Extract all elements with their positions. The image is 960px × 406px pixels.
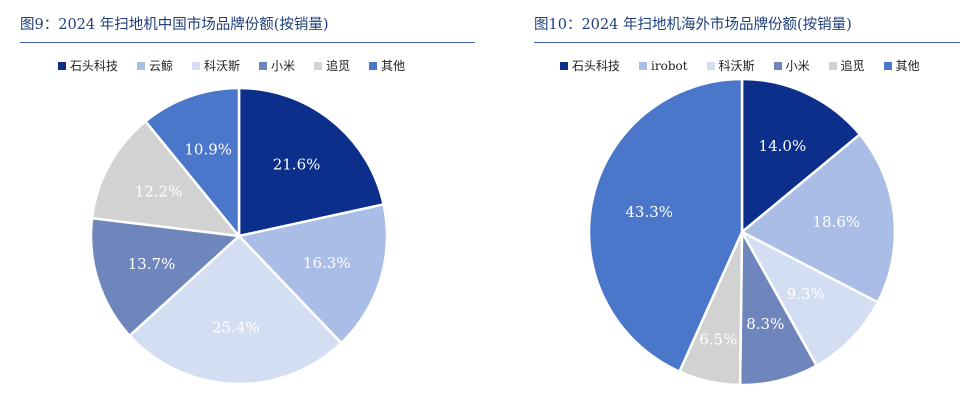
slice-data-label: 16.3% (303, 254, 351, 272)
legend-item: 石头科技 (58, 57, 118, 74)
legend-item: 追觅 (828, 57, 865, 74)
slice-data-label: 8.3% (746, 315, 784, 333)
legend-swatch (706, 61, 715, 70)
chart-title: 图10：2024 年扫地机海外市场品牌份额(按销量) (534, 17, 852, 33)
legend-label: 小米 (785, 59, 810, 73)
legend-swatch (192, 61, 201, 70)
legend-item: 追觅 (314, 57, 350, 74)
pie-slice (237, 86, 385, 238)
slice-data-label: 43.3% (625, 203, 673, 221)
pie-slice (237, 203, 389, 345)
chart-title: 图9：2024 年扫地机中国市场品牌份额(按销量) (20, 17, 329, 33)
legend-item: 云鲸 (137, 57, 173, 74)
slice-data-label: 14.0% (759, 137, 807, 155)
pie-slice (740, 133, 897, 304)
legend-label: 追觅 (840, 59, 865, 73)
chart-legend: 石头科技 irobot 科沃斯 小米 追觅 其他 (560, 57, 939, 74)
slice-data-label: 18.6% (812, 213, 860, 231)
slice-data-label: 12.2% (135, 183, 183, 201)
pie-slice (740, 77, 862, 234)
chart-panel-overseas: 图10：2024 年扫地机海外市场品牌份额(按销量) 石头科技 irobot 科… (500, 0, 960, 406)
slice-data-label: 6.5% (699, 331, 737, 349)
legend-item: 其他 (883, 57, 920, 74)
legend-item: 小米 (773, 57, 810, 74)
legend-label: irobot (651, 58, 688, 73)
title-divider (534, 42, 960, 43)
slice-data-label: 21.6% (273, 156, 321, 174)
legend-label: 石头科技 (572, 59, 621, 73)
legend-item: irobot (639, 59, 688, 73)
legend-label: 科沃斯 (718, 59, 755, 73)
legend-label: 追觅 (326, 59, 351, 73)
legend-item: 其他 (369, 57, 405, 74)
legend-label: 其他 (895, 59, 920, 73)
legend-swatch (560, 61, 568, 70)
pie-slice (740, 230, 880, 367)
legend-swatch (639, 61, 648, 70)
legend-swatch (259, 61, 268, 70)
legend-item: 石头科技 (560, 57, 620, 74)
pie-slice (144, 86, 241, 238)
legend-swatch (773, 61, 782, 70)
legend-swatch (883, 61, 892, 70)
legend-swatch (369, 61, 378, 70)
pie-slice (90, 120, 241, 238)
slice-data-label: 13.7% (128, 255, 176, 273)
legend-item: 小米 (259, 57, 295, 74)
legend-swatch (314, 61, 323, 70)
legend-item: 科沃斯 (192, 57, 240, 74)
legend-label: 小米 (271, 59, 296, 73)
pie-chart-china: 21.6% 16.3% 25.4% 13.7% 12.2% 10.9% (89, 86, 389, 386)
legend-swatch (137, 61, 146, 70)
legend-label: 科沃斯 (204, 59, 241, 73)
pie-slice (128, 234, 343, 386)
title-divider (20, 42, 475, 43)
slice-data-label: 25.4% (212, 319, 260, 337)
legend-label: 云鲸 (149, 59, 174, 73)
pie-slice (89, 216, 241, 337)
legend-swatch (58, 61, 66, 70)
pie-chart-overseas: 14.0% 18.6% 9.3%8.3% 6.5% 43.3% (587, 77, 897, 387)
slice-data-label: 10.9% (184, 141, 232, 159)
chart-legend: 石头科技 云鲸 科沃斯 小米 追觅 其他 (58, 57, 424, 74)
slice-data-label: 9.3% (787, 285, 825, 303)
chart-panel-china: 图9：2024 年扫地机中国市场品牌份额(按销量) 石头科技 云鲸 科沃斯 小米… (20, 17, 475, 386)
legend-swatch (828, 61, 837, 70)
legend-item: 科沃斯 (706, 57, 755, 74)
legend-label: 其他 (381, 59, 406, 73)
pie-slice (587, 77, 744, 373)
legend-label: 石头科技 (70, 59, 119, 73)
